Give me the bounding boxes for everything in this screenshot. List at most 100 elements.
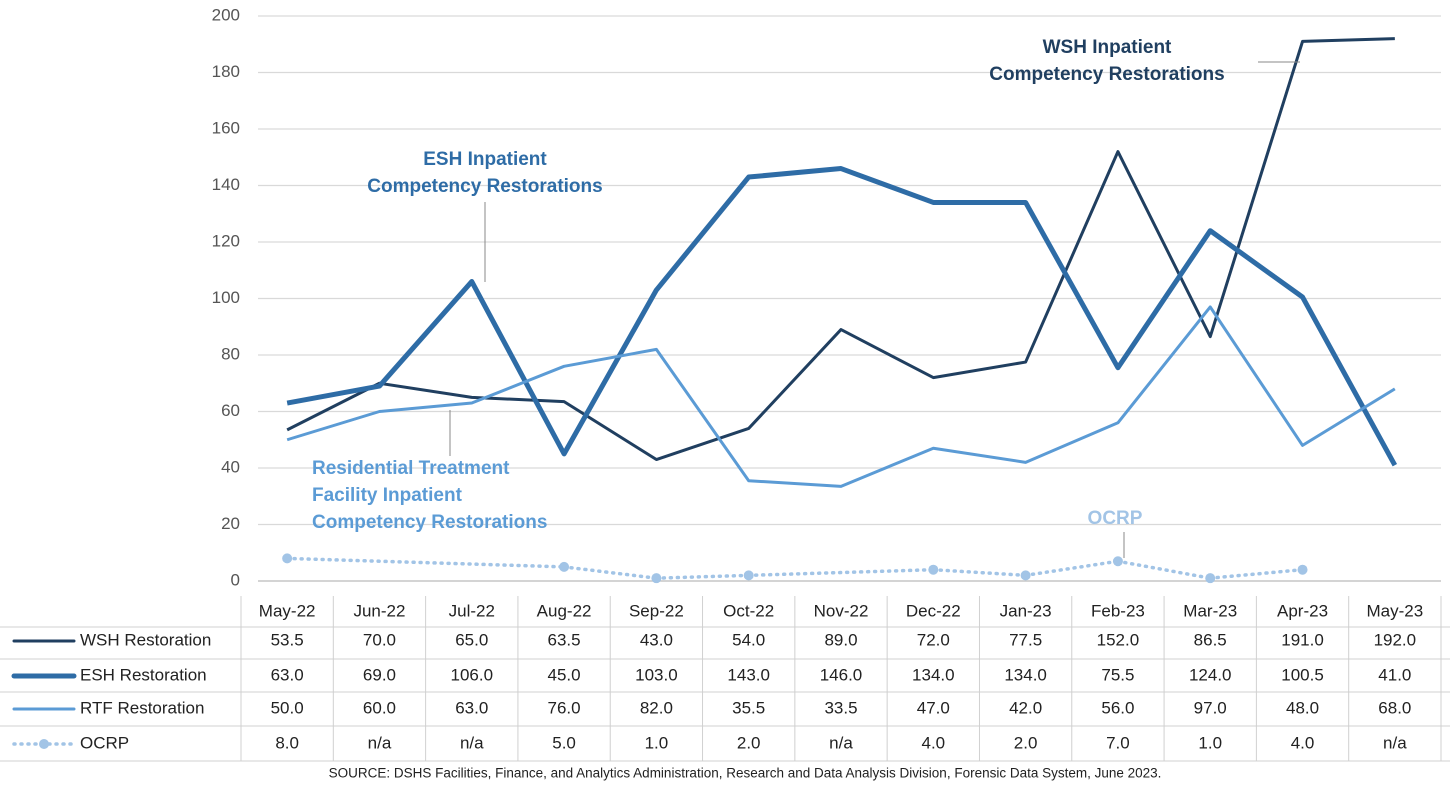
table-value: 53.5 bbox=[271, 630, 304, 649]
legend-label: RTF Restoration bbox=[80, 698, 204, 717]
x-tick-label: Apr-23 bbox=[1277, 601, 1328, 620]
series-segment bbox=[285, 556, 566, 569]
table-value: 69.0 bbox=[363, 665, 396, 684]
y-tick-label: 80 bbox=[221, 344, 240, 363]
table-value: 42.0 bbox=[1009, 698, 1042, 717]
x-tick-label: Feb-23 bbox=[1091, 601, 1145, 620]
table-value: 143.0 bbox=[727, 665, 770, 684]
table-value: n/a bbox=[829, 733, 853, 752]
table-value: 54.0 bbox=[732, 630, 765, 649]
marker bbox=[928, 564, 939, 575]
table-value: 86.5 bbox=[1194, 630, 1227, 649]
table-value: 103.0 bbox=[635, 665, 678, 684]
y-tick-label: 160 bbox=[212, 118, 240, 137]
y-tick-label: 100 bbox=[212, 288, 240, 307]
table-value: 8.0 bbox=[275, 733, 299, 752]
annotation: ESH Inpatient bbox=[423, 149, 547, 170]
source: SOURCE: DSHS Facilities, Finance, and An… bbox=[329, 766, 1162, 781]
table-value: 100.5 bbox=[1281, 665, 1324, 684]
legend-label: OCRP bbox=[80, 733, 129, 752]
series-line bbox=[286, 305, 1396, 488]
x-tick-label: Nov-22 bbox=[814, 601, 869, 620]
annotation: WSH Inpatient bbox=[1043, 37, 1172, 58]
y-tick-label: 120 bbox=[212, 231, 240, 250]
table-value: 68.0 bbox=[1378, 698, 1411, 717]
table-value: 1.0 bbox=[645, 733, 669, 752]
annotation: Residential Treatment bbox=[312, 458, 510, 479]
series-segment bbox=[1023, 559, 1120, 578]
x-tick-label: Jun-22 bbox=[353, 601, 405, 620]
marker bbox=[743, 570, 754, 581]
series-line bbox=[286, 37, 1395, 462]
series-segment bbox=[562, 565, 659, 580]
x-tick-label: Jul-22 bbox=[449, 601, 495, 620]
y-tick-label: 200 bbox=[212, 5, 240, 24]
marker bbox=[1205, 573, 1216, 584]
x-tick-label: Jan-23 bbox=[1000, 601, 1052, 620]
y-tick-label: 140 bbox=[212, 175, 240, 194]
marker bbox=[559, 561, 570, 572]
table-value: 7.0 bbox=[1106, 733, 1130, 752]
x-tick-label: May-22 bbox=[259, 601, 316, 620]
x-tick-label: Oct-22 bbox=[723, 601, 774, 620]
y-tick-label: 0 bbox=[231, 570, 240, 589]
marker bbox=[1112, 556, 1123, 567]
table-value: 63.0 bbox=[455, 698, 488, 717]
table-value: 76.0 bbox=[548, 698, 581, 717]
series-segment bbox=[654, 573, 751, 580]
table-value: 77.5 bbox=[1009, 630, 1042, 649]
table-value: 60.0 bbox=[363, 698, 396, 717]
y-tick-label: 40 bbox=[221, 457, 240, 476]
annotation: OCRP bbox=[1088, 508, 1143, 529]
table-value: 89.0 bbox=[824, 630, 857, 649]
x-tick-label: Mar-23 bbox=[1183, 601, 1237, 620]
table-value: 4.0 bbox=[921, 733, 945, 752]
legend-label: WSH Restoration bbox=[80, 630, 211, 649]
table-value: n/a bbox=[368, 733, 392, 752]
table-value: 2.0 bbox=[737, 733, 761, 752]
table-value: 152.0 bbox=[1097, 630, 1140, 649]
table-value: 4.0 bbox=[1291, 733, 1315, 752]
table-value: 192.0 bbox=[1374, 630, 1417, 649]
table-value: n/a bbox=[460, 733, 484, 752]
table-value: 146.0 bbox=[820, 665, 863, 684]
y-tick-label: 180 bbox=[212, 62, 240, 81]
x-tick-label: Sep-22 bbox=[629, 601, 684, 620]
table-value: 191.0 bbox=[1281, 630, 1324, 649]
table-value: 134.0 bbox=[912, 665, 955, 684]
annotation: Competency Restorations bbox=[312, 512, 547, 533]
annotation: Competency Restorations bbox=[367, 176, 602, 197]
table-value: 97.0 bbox=[1194, 698, 1227, 717]
table-value: 2.0 bbox=[1014, 733, 1038, 752]
table-value: 106.0 bbox=[450, 665, 493, 684]
table-value: 48.0 bbox=[1286, 698, 1319, 717]
series-line bbox=[286, 166, 1398, 467]
table-value: 65.0 bbox=[455, 630, 488, 649]
series-segment bbox=[1208, 567, 1305, 580]
legend-marker bbox=[39, 739, 49, 749]
table-value: 82.0 bbox=[640, 698, 673, 717]
annotation: Competency Restorations bbox=[989, 64, 1224, 85]
table-value: 1.0 bbox=[1198, 733, 1222, 752]
table-value: 35.5 bbox=[732, 698, 765, 717]
table-value: 47.0 bbox=[917, 698, 950, 717]
x-tick-label: Dec-22 bbox=[906, 601, 961, 620]
legend-label: ESH Restoration bbox=[80, 665, 207, 684]
table-value: 45.0 bbox=[548, 665, 581, 684]
annotation: Facility Inpatient bbox=[312, 485, 463, 506]
table-value: 70.0 bbox=[363, 630, 396, 649]
table-value: 56.0 bbox=[1101, 698, 1134, 717]
x-tick-label: May-23 bbox=[1367, 601, 1424, 620]
marker bbox=[1020, 570, 1031, 581]
table-value: 41.0 bbox=[1378, 665, 1411, 684]
table-value: 75.5 bbox=[1101, 665, 1134, 684]
x-tick-label: Aug-22 bbox=[537, 601, 592, 620]
table-value: 124.0 bbox=[1189, 665, 1232, 684]
marker bbox=[282, 553, 293, 564]
table-value: 134.0 bbox=[1004, 665, 1047, 684]
table-value: 63.0 bbox=[271, 665, 304, 684]
marker bbox=[1297, 564, 1308, 575]
table-value: 72.0 bbox=[917, 630, 950, 649]
table-value: n/a bbox=[1383, 733, 1407, 752]
